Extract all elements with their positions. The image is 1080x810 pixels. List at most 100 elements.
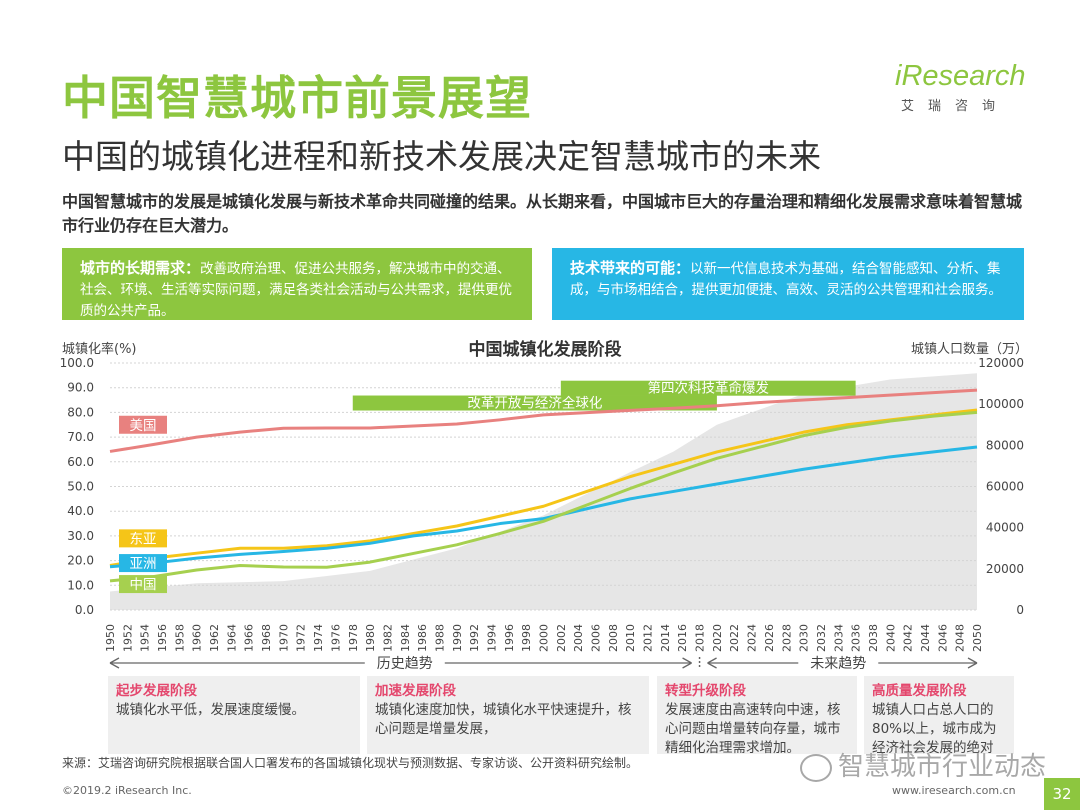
x-tick-label: 2024 [746, 624, 759, 652]
series-line [109, 388, 978, 453]
urbanization-chart: 中国城镇化发展阶段 城镇化率(%) 城镇人口数量（万） 改革开放与经济全球化 第四… [60, 339, 1028, 673]
x-tick-label: 2020 [711, 624, 724, 652]
stage-acceleration: 加速发展阶段 城镇化速度加快，城镇化水平快速提升，核心问题是增量发展， [367, 676, 649, 754]
series-tag [119, 529, 167, 548]
x-tick-label: 1988 [433, 624, 446, 652]
series-tag-label: 亚洲 [130, 556, 157, 572]
x-tick-label: 1960 [191, 624, 204, 652]
x-tick-label: 1994 [485, 624, 498, 652]
series-tag-label: 美国 [130, 418, 157, 434]
x-tick-label: 1974 [312, 624, 325, 652]
x-tick-label: 2034 [832, 624, 845, 652]
chart-title: 中国城镇化发展阶段 [469, 339, 622, 360]
x-tick-label: 1970 [277, 624, 290, 652]
source-note: 来源：艾瑞咨询研究院根据联合国人口署发布的各国城镇化现状与预测数据、专家访谈、公… [62, 756, 639, 770]
stage-initial-text: 城镇化水平低，发展速度缓慢。 [116, 702, 305, 718]
y-tick-label: 90.0 [67, 381, 94, 395]
x-tick-label: 2022 [728, 624, 741, 652]
x-tick-label: 1998 [520, 624, 533, 652]
y-tick-label: 40.0 [67, 504, 94, 518]
iresearch-logo: iResearch 艾瑞咨询 [895, 60, 1035, 114]
x-tick-label: 2002 [555, 624, 568, 652]
copyright: ©2019.2 iResearch Inc. [62, 784, 192, 797]
x-tick-label: 2030 [798, 624, 811, 652]
x-tick-label: 2012 [642, 624, 655, 652]
x-tick-label: 2028 [780, 624, 793, 652]
x-tick-label: 2048 [954, 624, 967, 652]
y-tick-label: 80.0 [67, 405, 94, 419]
technology-box-text: 以新一代信息技术为基础，结合智能感知、分析、集成，与市场相结合，提供更加便捷、高… [570, 261, 1002, 298]
watermark-text: 智慧城市行业动态 [838, 752, 1047, 782]
stage-acceleration-title: 加速发展阶段 [375, 683, 456, 699]
era-band-label: 改革开放与经济全球化 [467, 395, 602, 412]
stage-transformation-title: 转型升级阶段 [665, 683, 746, 699]
stage-high-quality-text: 城镇人口占总人口的80%以上，城市成为经济社会发展的绝对 [872, 702, 997, 756]
x-tick-label: 2026 [763, 624, 776, 652]
x-tick-label: 1966 [243, 624, 256, 652]
future-arrow-right-head [967, 657, 978, 669]
series-tag [119, 575, 167, 594]
stage-transformation: 转型升级阶段 发展速度由高速转向中速，核心问题由增量转向存量，城市精细化治理需求… [657, 676, 857, 756]
watermark: 智慧城市行业动态 [800, 746, 1046, 783]
x-tick-label: 2044 [919, 624, 932, 652]
logo-brand: iResearch [895, 60, 1026, 92]
past-arrow-left-head [109, 657, 120, 669]
demand-box-lead: 城市的长期需求： [80, 259, 201, 277]
x-tick-label: 1962 [208, 624, 221, 652]
x-tick-label: 1990 [451, 624, 464, 652]
stage-transformation-text: 发展速度由高速转向中速，核心问题由增量转向存量，城市精细化治理需求增加。 [665, 702, 841, 756]
past-arrow-right-head [682, 657, 692, 669]
future-label-bg [798, 653, 879, 673]
era-band [560, 380, 856, 396]
series-line [109, 410, 978, 583]
y-tick-label: 0.0 [75, 603, 94, 617]
y-tick-label: 50.0 [67, 480, 94, 494]
y2-tick-label: 60000 [986, 480, 1024, 494]
x-tick-label: 1958 [173, 624, 186, 652]
x-tick-label: 2050 [971, 624, 984, 652]
x-tick-label: 2036 [850, 624, 863, 652]
y2-tick-label: 100000 [978, 397, 1024, 411]
y2-tick-label: 20000 [986, 562, 1024, 576]
series-tag-label: 东亚 [130, 531, 157, 547]
x-tick-label: 2010 [624, 624, 637, 652]
x-tick-label: 1986 [416, 624, 429, 652]
website-link[interactable]: www.iresearch.com.cn [892, 784, 1016, 797]
past-label-bg [364, 653, 445, 673]
x-tick-label: 2016 [676, 624, 689, 652]
x-tick-label: 2032 [815, 624, 828, 652]
x-tick-label: 1964 [225, 624, 238, 652]
page-number: 32 [1044, 778, 1080, 810]
stage-acceleration-text: 城镇化速度加快，城镇化水平快速提升，核心问题是增量发展， [375, 702, 632, 737]
series-tag [119, 554, 167, 573]
y2-tick-label: 40000 [986, 521, 1024, 535]
x-tick-label: 1972 [295, 624, 308, 652]
x-tick-label: 2000 [538, 624, 551, 652]
y-tick-label: 30.0 [67, 529, 94, 543]
y-tick-label: 60.0 [67, 455, 94, 469]
x-tick-label: 2046 [936, 624, 949, 652]
future-trend-label: 未来趋势 [810, 656, 866, 672]
stage-high-quality: 高质量发展阶段 城镇人口占总人口的80%以上，城市成为经济社会发展的绝对 [864, 676, 1014, 756]
page-title: 中国智慧城市前景展望 [62, 71, 532, 125]
y-tick-label: 70.0 [67, 430, 94, 444]
technology-box-lead: 技术带来的可能： [570, 259, 691, 277]
x-tick-label: 1978 [347, 624, 360, 652]
y-axis-label: 城镇化率(%) [62, 341, 137, 357]
x-tick-label: 2004 [572, 624, 585, 652]
x-tick-label: 1956 [156, 624, 169, 652]
y2-tick-label: 0 [1016, 603, 1024, 617]
x-tick-label: 2042 [902, 624, 915, 652]
y-tick-label: 20.0 [67, 554, 94, 568]
era-band-label: 第四次科技革命爆发 [647, 380, 769, 397]
x-tick-label: 2006 [590, 624, 603, 652]
x-tick-label: 1980 [364, 624, 377, 652]
stage-initial: 起步发展阶段 城镇化水平低，发展速度缓慢。 [108, 676, 360, 754]
page-subtitle: 中国的城镇化进程和新技术发展决定智慧城市的未来 [62, 137, 821, 176]
x-tick-label: 1992 [468, 624, 481, 652]
y2-axis-label: 城镇人口数量（万） [911, 342, 1028, 357]
x-tick-label: 2040 [884, 624, 897, 652]
past-trend-label: 历史趋势 [377, 656, 433, 672]
y-tick-label: 10.0 [67, 578, 94, 592]
series-tag-label: 中国 [130, 577, 157, 593]
